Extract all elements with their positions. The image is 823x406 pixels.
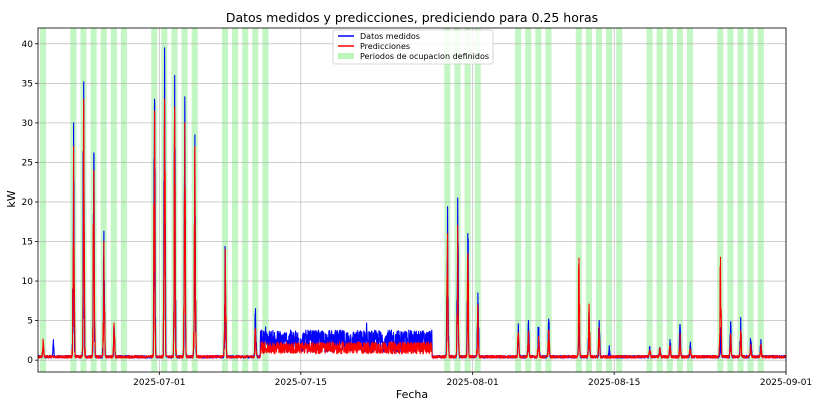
occupancy-span-30	[646, 28, 653, 372]
occupancy-span-16	[262, 28, 269, 372]
plot-frame	[37, 27, 787, 373]
predicted-line-segment-5	[269, 341, 317, 355]
predicted-line-segment-11	[547, 257, 595, 359]
predicted-line-segment-6	[315, 341, 363, 355]
occupancy-span-26	[585, 28, 592, 372]
occupancy-span-24	[545, 28, 552, 372]
occupancy-span-22	[525, 28, 532, 372]
legend: Datos medidos Predicciones Periodos de o…	[332, 29, 494, 65]
predicted-line-segment-13	[639, 333, 688, 359]
axis-ticks: 0 5 10 15 20 25 30 35 40 2025-07-01 2025-07-15 2025…	[22, 40, 813, 388]
occupancy-span-32	[666, 28, 673, 372]
occupancy-span-21	[515, 28, 522, 372]
occupancy-span-5	[110, 28, 117, 372]
predicted-line-segment-7	[361, 341, 410, 355]
occupancy-span-23	[535, 28, 542, 372]
occupancy-span-13	[232, 28, 239, 372]
x-tick-label-0: 2025-07-01	[133, 378, 185, 388]
x-tick-label-1: 2025-07-15	[275, 378, 327, 388]
occupancy-span-6	[120, 28, 127, 372]
occupancy-span-33	[676, 28, 683, 372]
occupancy-spans	[40, 28, 764, 372]
occupancy-span-31	[656, 28, 663, 372]
occupancy-span-35	[717, 28, 724, 372]
occupancy-span-17	[444, 28, 451, 372]
y-tick-label-2: 10	[22, 277, 34, 287]
legend-label-occupancy: Periodos de ocupacion definidos	[360, 52, 489, 61]
y-tick-label-5: 25	[22, 158, 33, 168]
legend-label-measured: Datos medidos	[360, 32, 420, 41]
occupancy-span-29	[616, 28, 623, 372]
chart-title: Datos medidos y predicciones, prediciend…	[226, 10, 598, 25]
occupancy-span-36	[727, 28, 734, 372]
predicted-line-segment-8	[408, 233, 456, 359]
grid-lines	[38, 28, 787, 372]
legend-label-predicted: Predicciones	[360, 42, 410, 51]
predicted-line-segment-3	[176, 122, 224, 359]
y-tick-label-4: 20	[22, 198, 34, 208]
predicted-line-segment-2	[130, 98, 178, 359]
predicted-line-segment-0	[37, 98, 85, 359]
occupancy-span-14	[242, 28, 249, 372]
occupancy-span-25	[575, 28, 582, 372]
y-tick-label-0: 0	[27, 356, 33, 366]
occupancy-span-39	[757, 28, 764, 372]
occupancy-span-28	[606, 28, 613, 372]
y-tick-label-6: 30	[22, 119, 34, 129]
occupancy-span-37	[737, 28, 744, 372]
y-tick-label-3: 15	[22, 238, 33, 248]
predicted-line-segment-15	[732, 330, 780, 359]
predicted-line-segment-1	[83, 169, 132, 359]
y-axis-label: kW	[5, 190, 18, 207]
y-tick-label-1: 5	[27, 317, 33, 327]
occupancy-span-34	[686, 28, 694, 372]
y-tick-label-7: 35	[22, 79, 33, 89]
occupancy-span-4	[100, 28, 107, 372]
predicted-line-segment-10	[500, 330, 549, 359]
y-tick-label-8: 40	[22, 40, 34, 50]
x-axis-label: Fecha	[396, 388, 428, 401]
legend-swatch-occupancy	[338, 53, 354, 59]
x-tick-label-3: 2025-08-15	[588, 378, 640, 388]
predicted-line-segment-4	[222, 248, 271, 359]
predicted-line-segment-16	[778, 355, 787, 359]
predicted-line-segment-14	[686, 256, 734, 359]
occupancy-span-12	[221, 28, 229, 372]
predicted-line-segment-9	[454, 225, 502, 359]
x-tick-label-4: 2025-09-01	[760, 378, 812, 388]
legend-box	[332, 29, 494, 65]
predicted-line-segment-12	[593, 326, 641, 359]
measured-line-segment-14	[686, 321, 734, 359]
occupancy-span-38	[747, 28, 754, 372]
occupancy-span-27	[595, 28, 603, 372]
measured-line-segment-6	[315, 329, 363, 353]
measured-series	[37, 47, 787, 359]
occupancy-span-15	[252, 28, 259, 372]
occupancy-span-0	[40, 28, 47, 372]
x-tick-label-2: 2025-08-01	[446, 378, 498, 388]
occupancy-span-19	[464, 28, 471, 372]
occupancy-span-20	[474, 28, 481, 372]
predicted-series	[37, 98, 787, 359]
